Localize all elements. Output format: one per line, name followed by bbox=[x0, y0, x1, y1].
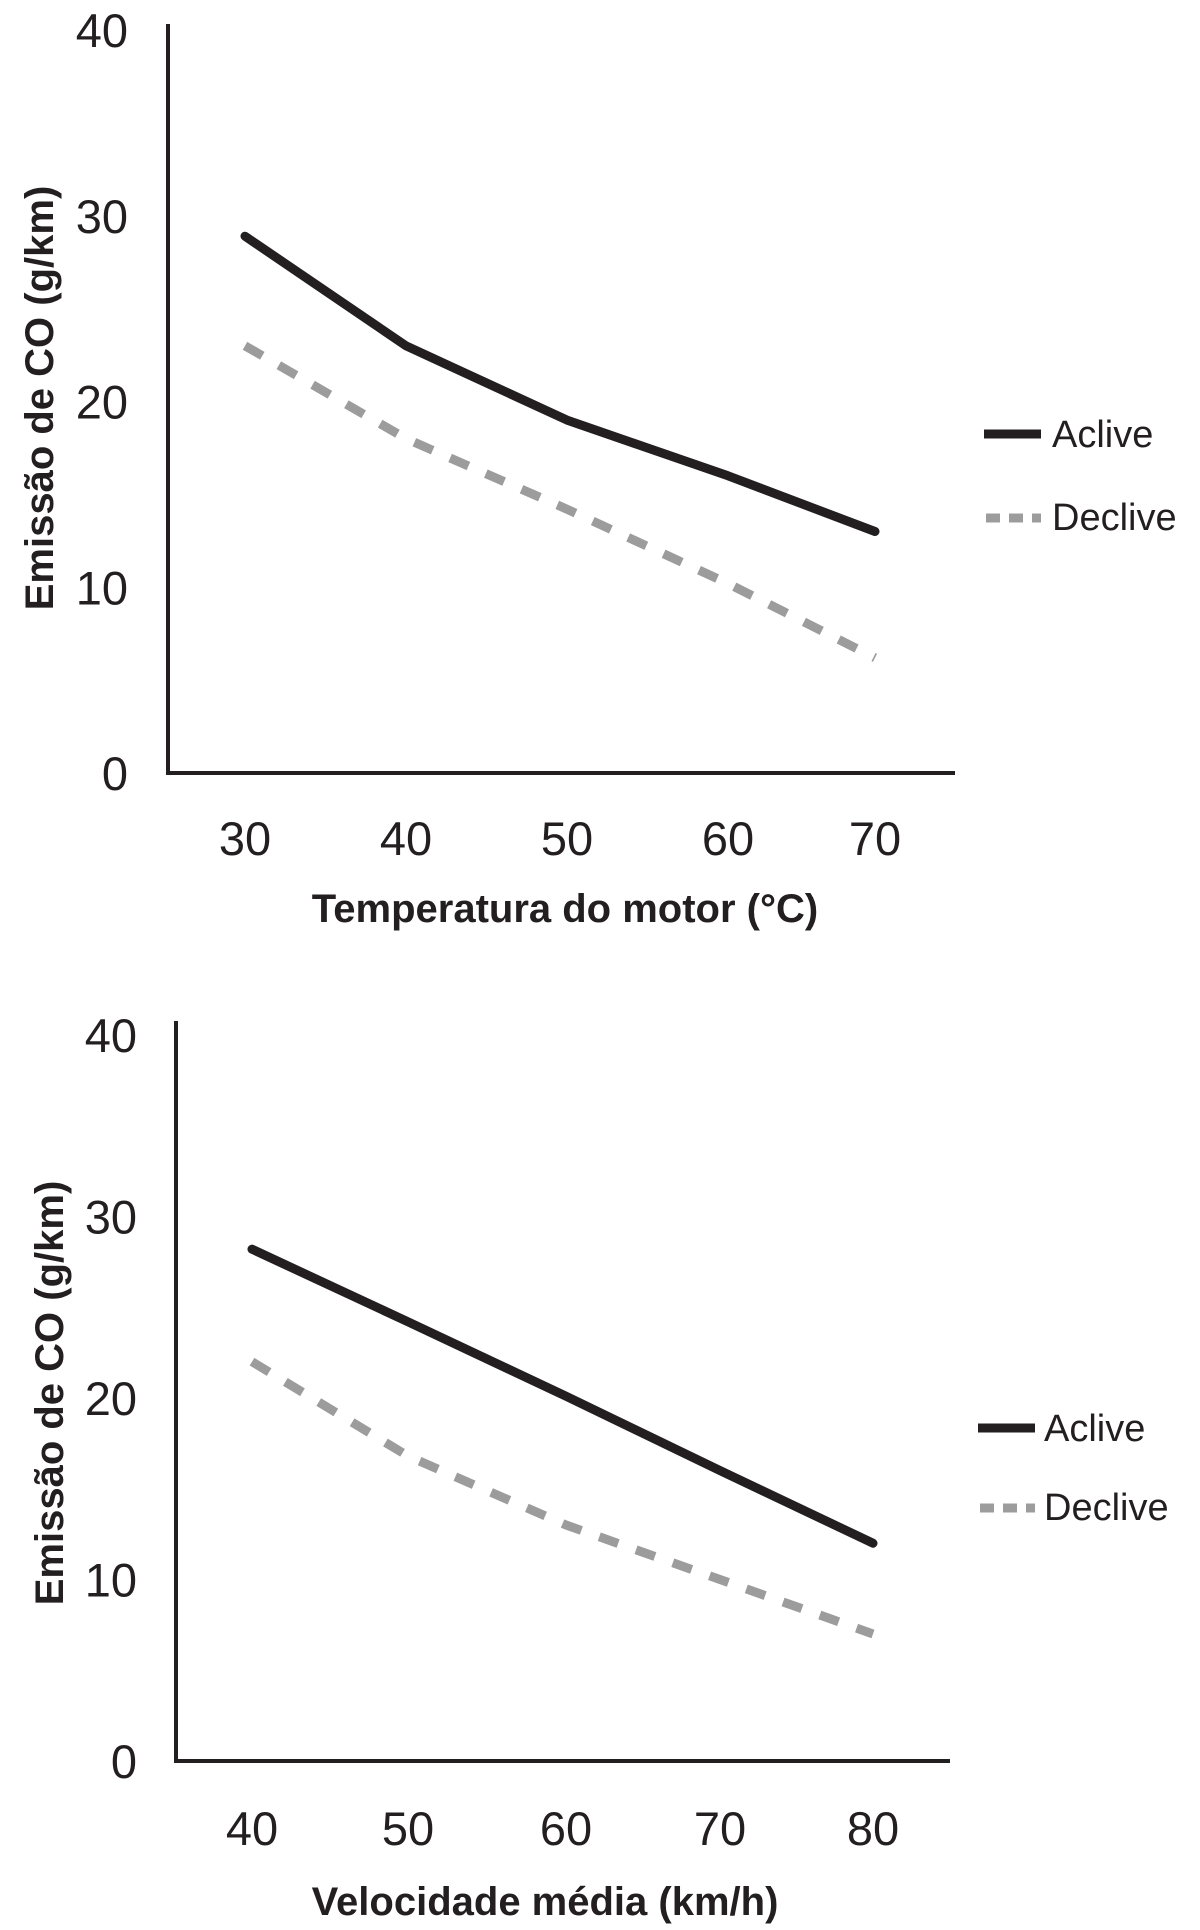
x-tick-label: 60 bbox=[702, 812, 754, 865]
series-line-aclive bbox=[247, 1244, 878, 1548]
line-chart-engine-temperature: 0 10 20 30 40 30 40 50 60 70 Temperatura do moto… bbox=[18, 4, 1177, 931]
y-tick-label: 20 bbox=[85, 1372, 137, 1425]
series-line-declive bbox=[242, 341, 878, 662]
y-tick-label: 40 bbox=[76, 4, 128, 57]
x-tick-label: 50 bbox=[541, 812, 593, 865]
y-tick-label: 0 bbox=[102, 747, 128, 800]
x-tick-label: 40 bbox=[380, 812, 432, 865]
legend-label-declive: Declive bbox=[1052, 497, 1177, 539]
y-tick-label: 40 bbox=[85, 1009, 137, 1062]
chart-engine-temperature: 0 10 20 30 40 30 40 50 60 70 Temperatura do moto… bbox=[0, 0, 1200, 960]
legend-label-declive: Declive bbox=[1044, 1487, 1169, 1529]
line-chart-average-speed: 0 10 20 30 40 40 50 60 70 80 Velocidade média (k… bbox=[28, 1009, 1169, 1924]
x-axis-title: Temperatura do motor (°C) bbox=[312, 887, 818, 931]
y-tick-label: 30 bbox=[76, 190, 128, 243]
x-axis-title: Velocidade média (km/h) bbox=[312, 1880, 779, 1924]
legend: Aclive Declive bbox=[984, 414, 1177, 539]
x-tick-label: 50 bbox=[382, 1802, 434, 1855]
legend-label-aclive: Aclive bbox=[1044, 1408, 1145, 1450]
x-tick-label: 70 bbox=[849, 812, 901, 865]
y-tick-label: 10 bbox=[76, 561, 128, 614]
legend-label-aclive: Aclive bbox=[1052, 414, 1153, 456]
y-tick-label: 30 bbox=[85, 1191, 137, 1244]
y-tick-label: 0 bbox=[111, 1735, 137, 1788]
x-tick-label: 30 bbox=[219, 812, 271, 865]
y-tick-label: 10 bbox=[85, 1554, 137, 1607]
series-line-aclive bbox=[240, 231, 880, 536]
y-axis-title: Emissão de CO (g/km) bbox=[28, 1181, 72, 1606]
x-tick-label: 80 bbox=[847, 1802, 899, 1855]
series-line-declive bbox=[249, 1357, 875, 1639]
x-tick-label: 70 bbox=[694, 1802, 746, 1855]
x-tick-label: 60 bbox=[540, 1802, 592, 1855]
x-tick-label: 40 bbox=[226, 1802, 278, 1855]
legend: Aclive Declive bbox=[978, 1408, 1169, 1529]
y-axis-title: Emissão de CO (g/km) bbox=[18, 186, 62, 611]
y-tick-label: 20 bbox=[76, 376, 128, 429]
chart-average-speed: 0 10 20 30 40 40 50 60 70 80 Velocidade média (k… bbox=[0, 960, 1200, 1930]
